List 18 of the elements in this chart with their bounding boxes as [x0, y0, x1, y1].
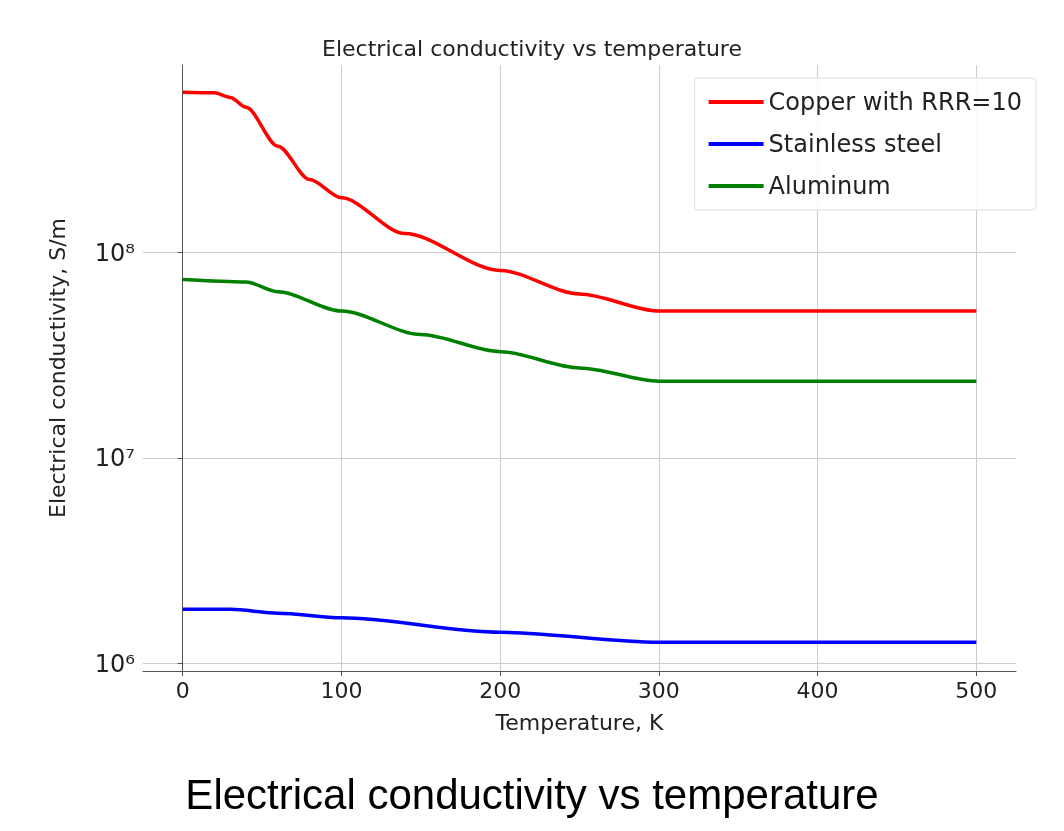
x-tick-label: 300: [637, 677, 680, 703]
x-tick-label: 0: [175, 677, 190, 703]
chart-title: Electrical conductivity vs temperature: [322, 35, 742, 61]
y-tick-label: 10⁷: [94, 444, 135, 473]
legend-label: Aluminum: [768, 172, 891, 200]
line-series: [180, 607, 979, 644]
y-axis-title: Electrical conductivity, S/m: [44, 218, 70, 518]
x-tick-label: 100: [320, 677, 363, 703]
y-tick-label: 10⁸: [94, 238, 135, 267]
line-series: [180, 277, 979, 383]
y-tick-label: 10⁶: [94, 649, 135, 678]
x-axis-title: Temperature, K: [494, 709, 664, 735]
legend-label: Stainless steel: [768, 130, 943, 158]
x-tick-label: 500: [955, 677, 998, 703]
text: Electrical conductivity vs temperature: [185, 770, 879, 818]
legend-label: Copper with RRR=10: [768, 88, 1023, 116]
x-tick-label: 200: [479, 677, 522, 703]
x-tick-label: 400: [796, 677, 839, 703]
